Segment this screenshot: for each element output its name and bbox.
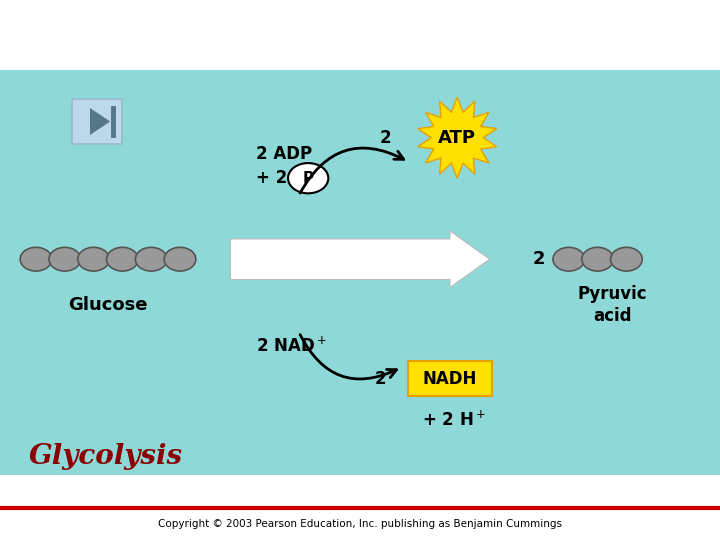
Circle shape (78, 247, 109, 271)
Polygon shape (418, 97, 497, 178)
Bar (72, 98, 122, 144)
Circle shape (582, 247, 613, 271)
Bar (0, 70, 720, 475)
FancyArrowPatch shape (300, 335, 397, 379)
Text: P: P (302, 171, 314, 186)
Text: ATP: ATP (438, 129, 476, 147)
Circle shape (288, 163, 328, 193)
FancyArrow shape (230, 231, 490, 287)
Circle shape (20, 247, 52, 271)
Text: Copyright © 2003 Pearson Education, Inc. publishing as Benjamin Cummings: Copyright © 2003 Pearson Education, Inc.… (158, 519, 562, 529)
Polygon shape (90, 108, 110, 135)
Text: NADH: NADH (423, 369, 477, 388)
Text: Glucose: Glucose (68, 296, 148, 314)
Circle shape (164, 247, 196, 271)
Text: + 2: + 2 (256, 169, 287, 187)
FancyBboxPatch shape (408, 361, 492, 396)
FancyArrowPatch shape (300, 148, 404, 193)
Circle shape (135, 247, 167, 271)
Text: 2 ADP: 2 ADP (256, 145, 312, 163)
Circle shape (107, 247, 138, 271)
Text: 2: 2 (379, 129, 391, 147)
Text: + 2 H$^+$: + 2 H$^+$ (422, 410, 485, 430)
Text: 2: 2 (532, 250, 545, 268)
Circle shape (49, 247, 81, 271)
Text: 2: 2 (374, 369, 386, 388)
Text: 2 NAD$^+$: 2 NAD$^+$ (256, 336, 326, 355)
Text: Glycolysis: Glycolysis (29, 443, 183, 470)
Circle shape (611, 247, 642, 271)
Text: Pyruvic
acid: Pyruvic acid (577, 285, 647, 325)
Circle shape (553, 247, 585, 271)
